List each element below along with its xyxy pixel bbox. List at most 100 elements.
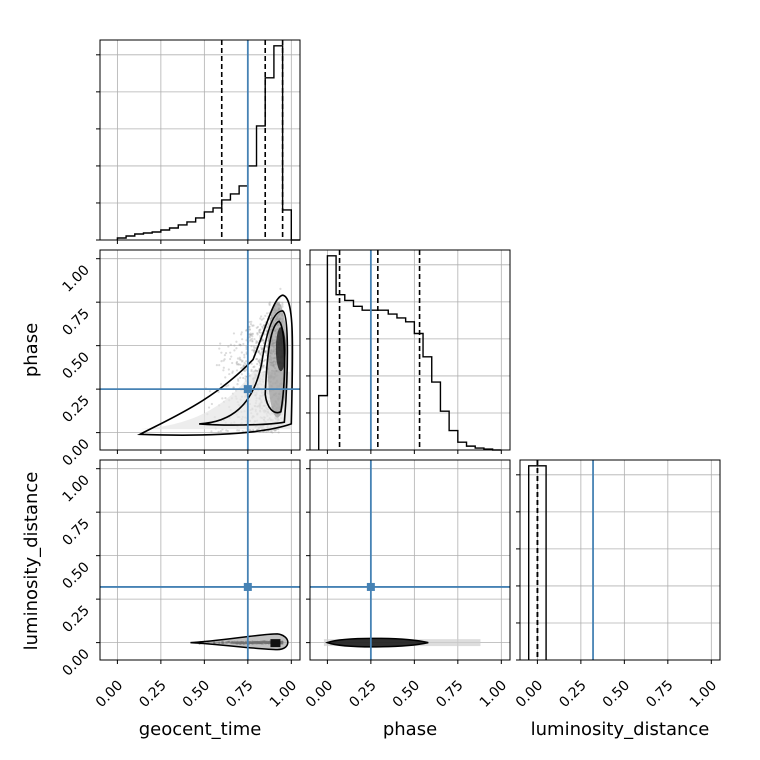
scatter-point [207,406,211,409]
axes-background [310,250,510,450]
scatter-point [251,339,254,343]
scatter-point [244,363,247,366]
axes-background [100,460,300,660]
scatter-point [265,430,268,434]
scatter-point [251,324,254,327]
histogram-step [116,45,300,241]
axes-frame [309,459,511,661]
scatter-point [256,428,259,431]
scatter-point [248,333,251,336]
scatter-point [225,385,228,388]
scatter-point [233,344,236,347]
scatter-point [257,350,260,353]
scatter-point [228,372,231,376]
scatter-point [258,358,261,361]
scatter-point [217,390,220,394]
scatter-point [260,318,264,321]
histogram-step [317,255,502,451]
scatter-point [252,324,255,327]
ylabel-luminosity-distance: luminosity_distance [21,472,42,651]
scatter-point [224,396,227,400]
scatter-point [254,369,257,372]
scatter-point [238,343,241,346]
axes-frame [99,39,301,241]
scatter-point [254,369,257,372]
scatter-point [239,363,242,366]
scatter-point [265,351,268,355]
scatter-point [258,361,262,364]
tick-label-y: 1.00 [59,262,92,295]
scatter-point [263,358,267,362]
scatter-point [268,303,271,307]
scatter-point [253,337,256,341]
scatter-point [249,333,252,337]
scatter-point [248,325,251,328]
scatter-point [257,350,260,354]
scatter-point [252,366,255,369]
scatter-point [261,366,265,369]
truth-marker [243,385,252,394]
scatter-point [223,354,227,357]
scatter-point [258,361,261,364]
scatter-point [252,350,256,353]
scatter-point [267,325,270,328]
scatter-point [265,312,269,315]
scatter-point [252,345,256,348]
scatter-point [260,348,264,351]
scatter-point [258,351,261,354]
scatter-point [231,371,234,374]
scatter-point [236,383,239,386]
tick-label-x: 1.00 [687,678,720,711]
tick-label-x: 0.25 [346,678,379,711]
scatter-point [224,376,227,379]
tick-label-y: 0.75 [59,306,92,339]
scatter-point [262,317,265,320]
scatter-point [258,329,261,332]
scatter-point [263,324,266,327]
scatter-point [242,376,245,380]
scatter-point [249,335,252,338]
scatter-point [256,362,259,366]
scatter-point [250,362,253,365]
scatter-point [235,363,239,366]
scatter-point [235,347,238,350]
scatter-point [251,333,254,336]
scatter-point [268,301,272,304]
scatter-point [267,323,270,327]
scatter-point [281,305,284,308]
scatter-point [256,325,260,329]
tick-label-x: 0.75 [223,678,256,711]
scatter-point [215,364,218,367]
scatter-point [242,364,245,368]
scatter-point [245,360,248,363]
scatter-point [241,366,244,369]
scatter-point [222,359,225,362]
tick-label-x: 0.75 [433,678,466,711]
scatter-point [251,340,254,343]
scatter-point [255,326,258,329]
scatter-point [265,350,268,353]
contour-outer [325,637,429,648]
scatter-point [265,344,268,347]
scatter-point [233,349,236,352]
scatter-point [243,356,246,359]
scatter-point [255,340,258,343]
axes-frame [99,459,301,661]
scatter-point [259,317,262,320]
scatter-point [239,376,242,379]
scatter-point [260,347,263,351]
scatter-point [238,356,241,359]
tick-label-x: 1.00 [267,678,300,711]
scatter-point [250,370,253,373]
tick-label-x: 0.25 [556,678,589,711]
scatter-point [250,344,253,348]
scatter-point [251,337,254,340]
tick-label-y: 1.00 [59,472,92,505]
scatter-point [264,350,267,353]
scatter-point [257,349,261,352]
scatter-point [227,368,230,371]
scatter-point [238,358,241,361]
scatter-point [252,428,255,432]
scatter-point [237,379,240,382]
